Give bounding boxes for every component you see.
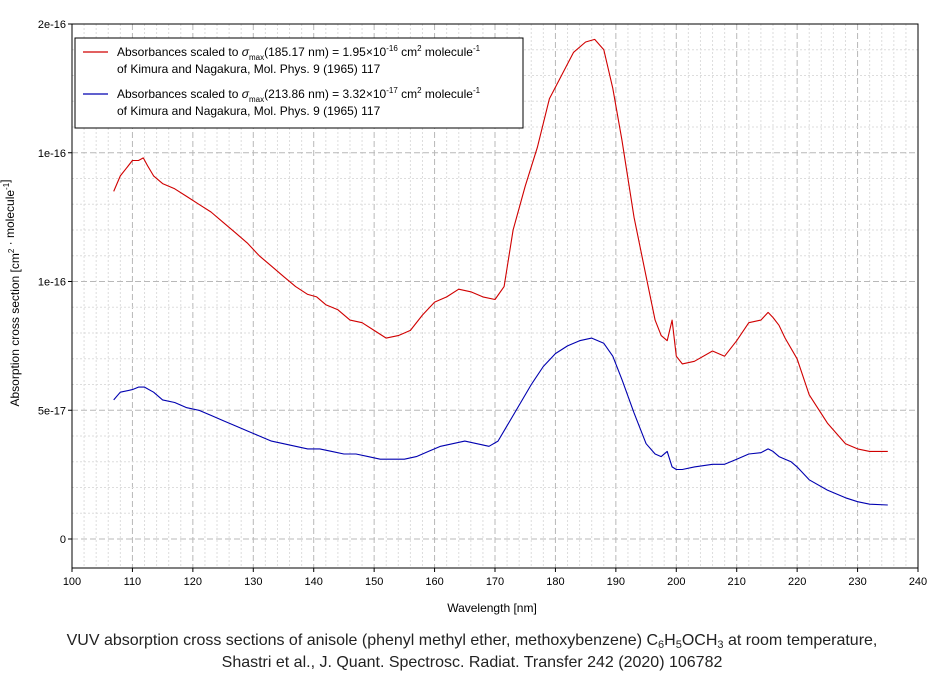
legend-entry-line1: Absorbances scaled to σmax(185.17 nm) = …	[117, 44, 481, 62]
x-tick-label: 190	[607, 576, 625, 588]
x-tick-label: 120	[184, 576, 202, 588]
x-tick-label: 200	[667, 576, 685, 588]
series-line-blue	[113, 337, 888, 506]
series-layer	[113, 38, 888, 506]
x-axis-ticks: 100 110 120 130 140 150 160 170 180 190 200 210 220 2…	[63, 568, 927, 588]
legend-entry-line1: Absorbances scaled to σmax(213.86 nm) = …	[117, 86, 481, 104]
series-line-red	[113, 38, 888, 452]
x-tick-label: 140	[305, 576, 323, 588]
x-tick-label: 210	[728, 576, 746, 588]
x-tick-label: 130	[244, 576, 262, 588]
x-tick-label: 110	[124, 576, 142, 588]
legend-box	[74, 37, 524, 129]
y-axis-ticks: 0 5e-17 1e-16 1e-16 2e-16	[38, 19, 72, 546]
x-tick-label: 160	[425, 576, 443, 588]
x-tick-label: 100	[63, 576, 81, 588]
x-tick-label: 240	[909, 576, 927, 588]
caption-line-2: Shastri et al., J. Quant. Spectrosc. Rad…	[221, 654, 723, 671]
y-tick-label: 1e-16	[38, 277, 66, 289]
x-tick-label: 180	[546, 576, 564, 588]
caption-line-1: VUV absorption cross sections of anisole…	[66, 632, 878, 651]
y-axis-label: Absorption cross section [cm2 · molecule…	[0, 179, 22, 406]
legend-entry-line2: of Kimura and Nagakura, Mol. Phys. 9 (19…	[117, 62, 381, 76]
legend: Absorbances scaled to σmax(185.17 nm) = …	[74, 37, 524, 129]
y-tick-label: 5e-17	[38, 405, 66, 417]
legend-entry-line2: of Kimura and Nagakura, Mol. Phys. 9 (19…	[117, 104, 381, 118]
x-tick-label: 150	[365, 576, 383, 588]
x-axis-label: Wavelength [nm]	[447, 601, 537, 615]
y-tick-label: 0	[60, 534, 66, 546]
y-tick-label: 2e-16	[38, 19, 66, 31]
x-tick-label: 230	[848, 576, 866, 588]
x-tick-label: 220	[788, 576, 806, 588]
x-tick-label: 170	[486, 576, 504, 588]
y-tick-label: 1e-16	[38, 148, 66, 160]
